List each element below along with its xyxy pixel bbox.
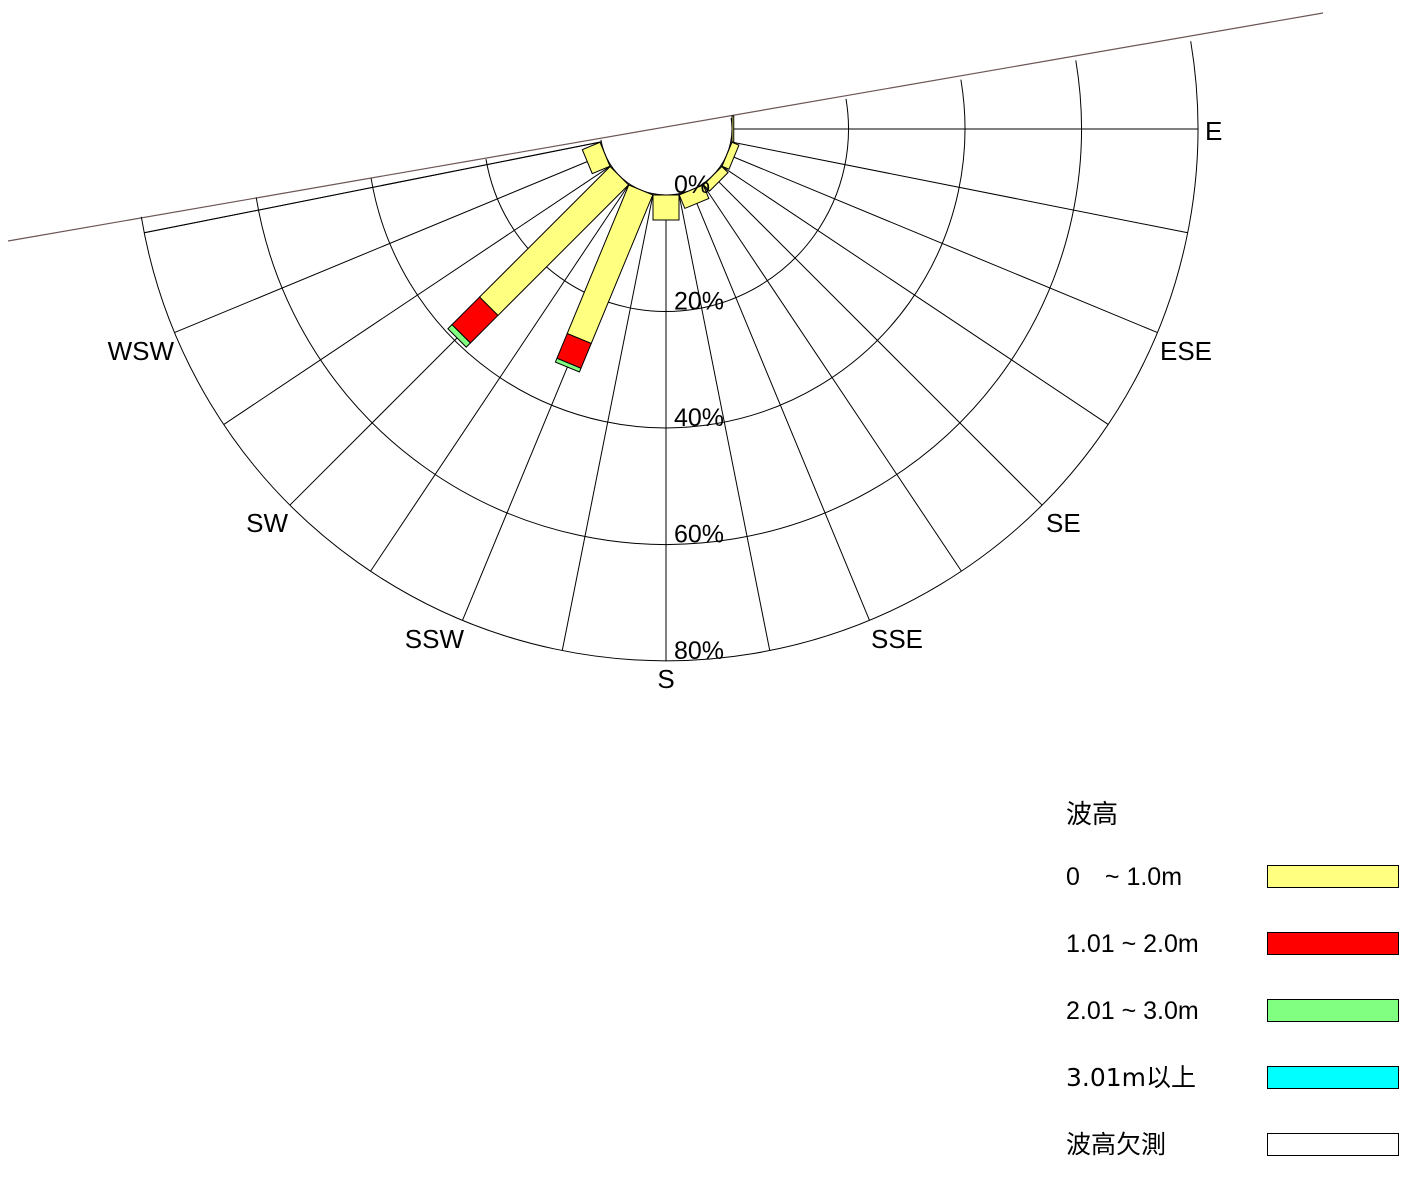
grid-ring xyxy=(255,60,1082,545)
grid-spoke xyxy=(561,193,654,651)
legend-swatch xyxy=(1267,1066,1399,1089)
grid-ring xyxy=(370,79,966,428)
legend-label: 波高欠測 xyxy=(1066,1130,1167,1159)
legend-swatch xyxy=(1267,1133,1399,1156)
direction-label: ESE xyxy=(1160,336,1212,366)
radial-tick-label: 0% xyxy=(674,171,710,199)
bar-segment xyxy=(702,165,729,192)
bar-segment xyxy=(447,323,472,348)
direction-label: E xyxy=(1205,116,1222,146)
radial-tick-label: 20% xyxy=(674,288,724,316)
direction-label: SSW xyxy=(405,624,465,654)
legend-label: 2.01 ~ 3.0m xyxy=(1066,997,1199,1025)
grid-ring xyxy=(141,41,1198,661)
legend-swatch xyxy=(1267,932,1399,955)
legend-label: 1.01 ~ 2.0m xyxy=(1066,930,1199,958)
legend-swatch xyxy=(1267,999,1399,1022)
grid-spoke xyxy=(730,141,1188,234)
grid-ring xyxy=(485,98,849,312)
legend-item: 2.01 ~ 3.0m xyxy=(1066,996,1402,1063)
direction-label: SSE xyxy=(871,624,923,654)
grid-spoke xyxy=(678,193,771,651)
direction-label: SE xyxy=(1046,508,1081,538)
bar-segment xyxy=(581,141,611,175)
legend-item: 1.01 ~ 2.0m xyxy=(1066,929,1402,996)
grid-spoke xyxy=(174,153,606,334)
bar-segment xyxy=(652,194,680,221)
legend-label: 0 ~ 1.0m xyxy=(1066,863,1183,891)
wind-rose-chart: 0% 20% 40% 60% 80% E ESE SE SSE S SSW SW WSW xyxy=(7,12,1324,694)
direction-label: WSW xyxy=(108,336,175,366)
direction-label: S xyxy=(657,664,674,694)
grid-spoke xyxy=(223,165,612,425)
grid-spoke xyxy=(370,183,630,572)
polar-grid xyxy=(7,12,1324,661)
legend-item: 0 ~ 1.0m xyxy=(1066,862,1402,929)
radial-tick-label: 40% xyxy=(674,404,724,432)
legend-swatch xyxy=(1267,865,1399,888)
bar-segment xyxy=(554,357,582,373)
radial-tick-label: 60% xyxy=(674,521,724,549)
bar-segment xyxy=(721,141,740,170)
sector-bars xyxy=(447,115,740,373)
grid-spoke xyxy=(712,175,1043,506)
axis-labels: 0% 20% 40% 60% 80% E ESE SE SSE S SSW SW WSW xyxy=(108,116,1223,694)
grid-spoke xyxy=(144,141,602,234)
legend-item: 波高欠測 xyxy=(1066,1130,1402,1197)
legend-title: 波高 xyxy=(1066,800,1119,830)
grid-spoke xyxy=(702,183,962,572)
grid-spoke xyxy=(690,189,871,621)
legend: 波高 0 ~ 1.0m 1.01 ~ 2.0m 2.01 ~ 3.0m 3.01… xyxy=(1066,795,1402,1197)
bar-segment xyxy=(678,184,710,210)
grid-spoke xyxy=(720,165,1109,425)
bar-segment xyxy=(731,115,735,143)
grid-spoke xyxy=(726,153,1158,334)
horizon-line xyxy=(7,12,1324,242)
direction-label: SW xyxy=(246,508,288,538)
radial-tick-label: 80% xyxy=(674,637,724,665)
legend-label: 3.01m以上 xyxy=(1066,1063,1197,1092)
legend-item: 3.01m以上 xyxy=(1066,1063,1402,1130)
